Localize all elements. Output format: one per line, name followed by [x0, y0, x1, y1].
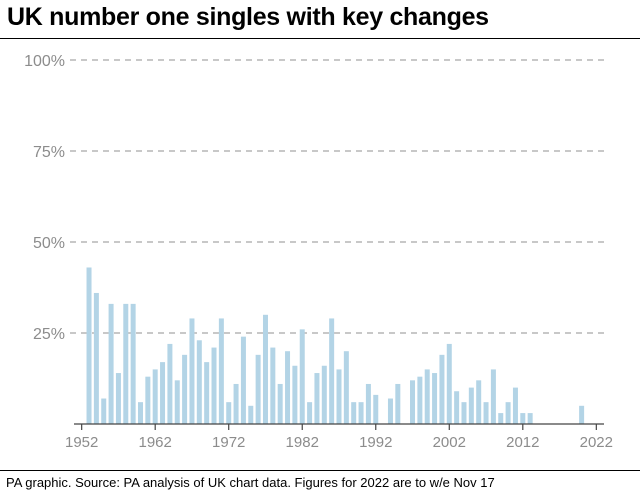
x-tick-label: 2022 — [580, 434, 613, 451]
bar — [329, 318, 335, 424]
x-tick-label: 2002 — [433, 434, 466, 451]
bar — [226, 402, 232, 424]
bar — [358, 402, 364, 424]
bar — [211, 347, 217, 424]
x-tick-label: 1952 — [65, 434, 98, 451]
bar — [468, 387, 474, 424]
bar — [204, 362, 210, 424]
bar — [439, 354, 445, 424]
bar-chart: 100% 75% 50% 25% 1952 1962 1972 1982 1992 2002 20… — [24, 53, 613, 451]
x-tick-label: 1982 — [286, 434, 319, 451]
bar — [137, 402, 143, 424]
bar — [483, 402, 489, 424]
bar — [351, 402, 357, 424]
bar — [299, 329, 305, 424]
bar — [490, 369, 496, 424]
bar — [262, 314, 268, 424]
bar — [446, 343, 452, 424]
bar — [240, 336, 246, 424]
bar — [395, 383, 401, 424]
bar — [336, 369, 342, 424]
bar — [461, 402, 467, 424]
bar — [410, 380, 416, 424]
bar — [248, 405, 254, 424]
footer-rule — [0, 470, 640, 471]
bar — [365, 383, 371, 424]
x-tick-label: 1972 — [212, 434, 245, 451]
bar — [160, 362, 166, 424]
bar — [93, 292, 99, 424]
bar — [343, 351, 349, 424]
bar — [115, 373, 121, 424]
bar — [123, 303, 129, 424]
bar — [174, 380, 180, 424]
bar — [505, 402, 511, 424]
bar — [255, 354, 261, 424]
bar — [167, 343, 173, 424]
bar — [321, 365, 327, 424]
bar — [307, 402, 313, 424]
bar — [292, 365, 298, 424]
bar — [218, 318, 224, 424]
y-tick-label: 50% — [33, 235, 65, 252]
bar — [373, 394, 379, 424]
y-axis-tick-labels: 100% 75% 50% 25% — [24, 53, 65, 343]
bar — [498, 413, 504, 424]
bar — [579, 405, 585, 424]
bar — [130, 303, 136, 424]
chart-title: UK number one singles with key changes — [7, 3, 489, 31]
bars — [86, 267, 585, 424]
bar — [387, 398, 393, 424]
x-tick-label: 1962 — [139, 434, 172, 451]
bar — [417, 376, 423, 424]
y-tick-label: 75% — [33, 144, 65, 161]
bar — [108, 303, 114, 424]
y-tick-label: 100% — [24, 53, 65, 70]
bar — [270, 347, 276, 424]
bar — [145, 376, 151, 424]
source-note: PA graphic. Source: PA analysis of UK ch… — [6, 475, 495, 490]
bar — [454, 391, 460, 424]
bar — [189, 318, 195, 424]
bar — [196, 340, 202, 424]
x-axis-ticks: 1952 1962 1972 1982 1992 2002 2012 2022 — [65, 424, 613, 451]
bar — [314, 373, 320, 424]
bar — [152, 369, 158, 424]
bar — [512, 387, 518, 424]
bar — [520, 413, 526, 424]
bar — [86, 267, 92, 424]
bar — [527, 413, 533, 424]
y-tick-label: 25% — [33, 326, 65, 343]
grid-lines — [70, 59, 604, 334]
bar — [432, 373, 438, 424]
bar — [233, 383, 239, 424]
x-tick-label: 1992 — [359, 434, 392, 451]
bar — [424, 369, 430, 424]
bar — [476, 380, 482, 424]
x-tick-label: 2012 — [506, 434, 539, 451]
bar — [101, 398, 107, 424]
bar — [277, 383, 283, 424]
title-rule — [0, 38, 640, 39]
bar — [182, 354, 188, 424]
bar — [285, 351, 291, 424]
